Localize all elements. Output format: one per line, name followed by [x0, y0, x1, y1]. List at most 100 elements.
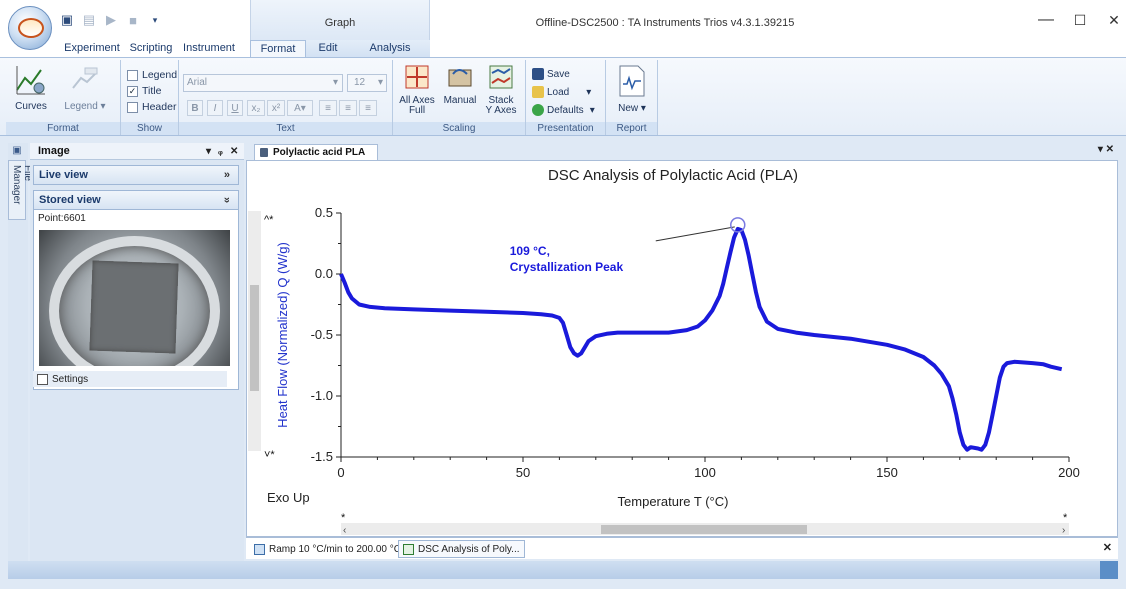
underline-button[interactable]: U [227, 100, 243, 116]
play-icon[interactable]: ▶ [106, 12, 116, 27]
font-size-dropdown-icon: ▾ [377, 77, 383, 88]
save-icon[interactable]: ▣ [60, 12, 74, 27]
legend-button[interactable]: Legend ▾ [54, 64, 116, 112]
vertical-scroll-thumb[interactable] [250, 285, 259, 391]
legend-checkbox[interactable]: Legend [127, 69, 177, 81]
report-group-label: Report [606, 122, 657, 135]
trios-logo-icon [18, 18, 44, 38]
presentation-group: Save Load ▾ Defaults ▾ Presentation [526, 60, 606, 135]
save-presentation-button[interactable]: Save [532, 66, 570, 82]
header-checkbox-box[interactable] [127, 101, 138, 113]
header-checkbox[interactable]: Header [127, 101, 176, 113]
side-strip [8, 143, 28, 563]
file-icon [260, 148, 268, 157]
bottom-tab-ramp-label: Ramp 10 °C/min to 200.00 °C [269, 543, 401, 555]
defaults-button[interactable]: Defaults ▾ [532, 102, 595, 118]
report-icon [619, 65, 645, 97]
font-family-select[interactable]: Arial ▾ [183, 74, 343, 92]
maximize-button[interactable]: ☐ [1073, 12, 1087, 28]
align-left-button[interactable]: ≡ [319, 100, 337, 116]
horizontal-scroll-thumb[interactable] [601, 525, 807, 534]
y-expand-top-icon[interactable]: ^* [264, 214, 274, 226]
bottom-tab-ramp[interactable]: Ramp 10 °C/min to 200.00 °C [250, 540, 405, 558]
scroll-left-icon[interactable]: ‹ [343, 525, 346, 536]
curves-label: Curves [15, 101, 47, 112]
legend-checkbox-box[interactable] [127, 69, 138, 81]
tab-analysis[interactable]: Analysis [350, 40, 430, 58]
manual-label: Manual [443, 95, 477, 106]
all-axes-label-line1: All Axes [399, 95, 435, 106]
stored-view-header[interactable]: Stored view « [33, 190, 239, 210]
bottom-tabs-close-icon[interactable]: ✕ [1102, 542, 1112, 554]
panel-menu-icon[interactable]: ▾ [206, 146, 212, 157]
title-checkbox[interactable]: ✓ Title [127, 85, 161, 97]
bottom-tab-dsc-analysis[interactable]: DSC Analysis of Poly... [398, 540, 525, 558]
resize-grip-icon[interactable] [1100, 561, 1118, 579]
all-axes-full-button[interactable]: All Axes Full [397, 64, 437, 116]
live-view-label: Live view [39, 169, 88, 181]
italic-button[interactable]: I [207, 100, 223, 116]
graph-icon [403, 543, 414, 555]
expand-icon[interactable]: » [223, 169, 230, 181]
header-checkbox-label: Header [142, 101, 177, 113]
all-axes-label-line2: Full [408, 105, 426, 116]
format-group: Curves Legend ▾ Format [6, 60, 121, 135]
x-expand-left-icon[interactable]: * [341, 512, 346, 524]
graph-context-header: Graph [250, 0, 430, 40]
heat-flow-curve[interactable] [339, 226, 1063, 452]
crystallization-peak-marker[interactable] [730, 217, 746, 233]
x-tick-label: 50 [516, 465, 530, 480]
font-size-select[interactable]: 12 ▾ [347, 74, 387, 92]
bold-button[interactable]: B [187, 100, 203, 116]
curves-button[interactable]: Curves [12, 64, 50, 112]
load-presentation-button[interactable]: Load ▾ [532, 84, 591, 100]
y-tick-label: -1.0 [311, 388, 333, 403]
close-button[interactable]: ✕ [1108, 12, 1120, 28]
panel-pin-icon[interactable]: ᵩ [218, 146, 223, 157]
font-color-button[interactable]: A▾ [287, 100, 313, 116]
scroll-right-icon[interactable]: › [1062, 525, 1065, 536]
manual-scaling-icon [448, 69, 472, 87]
align-center-button[interactable]: ≡ [339, 100, 357, 116]
file-manager-tab[interactable]: File Manager [8, 160, 33, 220]
y-tick-label: 0.5 [315, 205, 333, 220]
document-close-icon[interactable]: ▾ ✕ [1097, 144, 1114, 155]
minimize-button[interactable]: — [1038, 11, 1054, 28]
ribbon-tab-row: Experiment Scripting Instrument Format E… [0, 40, 1126, 58]
title-checkbox-box[interactable]: ✓ [127, 85, 138, 97]
tab-format[interactable]: Format [250, 40, 306, 58]
align-right-button[interactable]: ≡ [359, 100, 377, 116]
settings-checkbox-box[interactable] [37, 373, 48, 385]
y-tick-label: 0.0 [315, 266, 333, 281]
x-tick-label: 100 [694, 465, 716, 480]
x-expand-right-icon[interactable]: * [1063, 512, 1068, 524]
stop-icon[interactable]: ■ [129, 12, 137, 28]
subscript-button[interactable]: x₂ [247, 100, 265, 116]
manual-scaling-button[interactable]: Manual [441, 64, 479, 106]
open-icon[interactable]: ▤ [82, 12, 96, 27]
tab-experiment[interactable]: Experiment [64, 42, 120, 54]
document-tab-pla[interactable]: Polylactic acid PLA [254, 144, 379, 160]
live-view-header[interactable]: Live view » [33, 165, 239, 185]
font-size-value: 12 [354, 77, 366, 88]
sample-film [89, 260, 179, 354]
superscript-button[interactable]: x² [267, 100, 285, 116]
new-report-button[interactable]: New ▾ [612, 64, 652, 114]
tab-edit[interactable]: Edit [306, 40, 350, 58]
stack-y-axes-button[interactable]: Stack Y Axes [481, 64, 521, 116]
customize-toolbar-icon[interactable]: ▾ [152, 14, 158, 25]
graph-area: DSC Analysis of Polylactic Acid (PLA) ^*… [246, 160, 1118, 537]
file-manager-pin-icon[interactable]: ▣ [12, 145, 22, 156]
tab-instrument[interactable]: Instrument [183, 42, 235, 54]
settings-checkbox[interactable]: Settings [33, 371, 227, 387]
panel-close-icon[interactable]: ✕ [230, 146, 239, 157]
collapse-icon[interactable]: « [220, 196, 233, 204]
dsc-chart: DSC Analysis of Polylactic Acid (PLA) ^*… [264, 167, 1080, 536]
curves-icon [16, 66, 45, 95]
application-menu-button[interactable] [8, 6, 52, 50]
vertical-scrollbar[interactable] [248, 211, 261, 451]
x-tick-label: 150 [876, 465, 898, 480]
y-expand-bottom-icon[interactable]: ˅* [264, 449, 275, 461]
tab-scripting[interactable]: Scripting [129, 42, 173, 54]
annotation-line2: Crystallization Peak [510, 260, 624, 274]
